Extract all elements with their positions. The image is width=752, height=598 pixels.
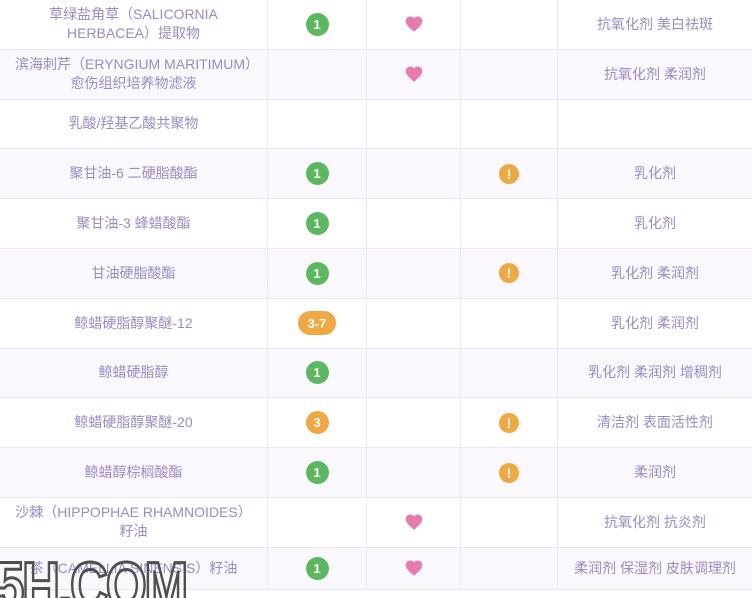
table-row: 鲸蜡硬脂醇 1 乳化剂 柔润剂 增稠剂 <box>0 348 752 399</box>
safety-rating-badge: 1 <box>305 212 329 236</box>
exclamation-warning-icon: ! <box>499 462 519 483</box>
risk-warning-cell <box>461 298 558 348</box>
safety-rating-badge: 1 <box>305 12 329 36</box>
favorite-cell <box>367 547 461 589</box>
ingredient-name[interactable]: 聚甘油-3 蜂蜡酸酯 <box>0 199 268 248</box>
risk-warning-cell: ! <box>461 448 558 497</box>
exclamation-warning-icon: ! <box>499 163 519 184</box>
risk-warning-cell <box>461 348 558 398</box>
risk-warning-cell <box>461 0 558 49</box>
ingredient-functions <box>558 100 752 149</box>
favorite-cell <box>367 99 461 149</box>
favorite-cell <box>367 0 461 49</box>
favorite-cell <box>367 199 461 248</box>
heart-icon <box>405 560 422 576</box>
safety-rating-cell: 1 <box>268 547 367 589</box>
ingredient-name[interactable]: 乳酸/羟基乙酸共聚物 <box>0 99 268 149</box>
risk-warning-cell <box>461 199 558 248</box>
favorite-cell <box>367 248 461 298</box>
ingredient-name[interactable]: 鲸蜡硬脂醇聚醚-12 <box>0 298 268 348</box>
safety-rating-cell: 1 <box>268 149 367 199</box>
safety-rating-badge: 1 <box>305 361 329 385</box>
risk-warning-cell <box>461 99 558 149</box>
table-row: 草绿盐角草（SALICORNIA HERBACEA）提取物 1 抗氧化剂 美白祛… <box>0 0 752 50</box>
ingredient-functions: 抗氧化剂 柔润剂 <box>604 65 706 82</box>
favorite-cell <box>367 149 461 199</box>
safety-rating-cell: 3 <box>268 398 367 448</box>
exclamation-warning-icon: ! <box>499 412 519 433</box>
risk-warning-cell <box>461 49 558 99</box>
safety-rating-badge: 1 <box>305 162 329 186</box>
ingredient-functions: 乳化剂 <box>634 165 676 182</box>
favorite-cell <box>367 49 461 99</box>
favorite-cell <box>367 497 461 547</box>
table-row: 茶（CAMELLIA SINENSIS）籽油 1 柔润剂 保湿剂 皮肤调理剂 <box>0 547 752 590</box>
risk-warning-cell: ! <box>461 149 558 199</box>
table-row: 滨海刺芹（ERYNGIUM MARITIMUM）愈伤组织培养物滤液 抗氧化剂 柔… <box>0 49 752 100</box>
safety-rating-cell: 3-7 <box>268 298 367 348</box>
ingredient-functions: 乳化剂 柔润剂 增稠剂 <box>588 364 722 381</box>
ingredient-name[interactable]: 茶（CAMELLIA SINENSIS）籽油 <box>0 547 268 589</box>
safety-rating-cell: 1 <box>268 248 367 298</box>
ingredient-name[interactable]: 鲸蜡硬脂醇聚醚-20 <box>0 398 268 448</box>
safety-rating-badge: 1 <box>305 461 329 485</box>
table-row: 沙棘（HIPPOPHAE RHAMNOIDES）籽油 抗氧化剂 抗炎剂 <box>0 497 752 548</box>
ingredient-functions: 柔润剂 <box>634 464 676 481</box>
table-row: 聚甘油-6 二硬脂酸酯 1 ! 乳化剂 <box>0 149 752 200</box>
favorite-cell <box>367 398 461 448</box>
table-row: 鲸蜡醇棕榈酸酯 1 ! 柔润剂 <box>0 448 752 498</box>
table-row: 鲸蜡硬脂醇聚醚-20 3 ! 清洁剂 表面活性剂 <box>0 398 752 449</box>
ingredient-functions: 抗氧化剂 抗炎剂 <box>604 513 706 530</box>
safety-rating-cell <box>268 497 367 547</box>
table-row: 鲸蜡硬脂醇聚醚-12 3-7 乳化剂 柔润剂 <box>0 298 752 349</box>
exclamation-warning-icon: ! <box>499 263 519 284</box>
ingredient-functions: 清洁剂 表面活性剂 <box>597 414 713 431</box>
favorite-cell <box>367 448 461 497</box>
safety-rating-badge: 1 <box>305 261 329 285</box>
heart-icon <box>405 16 422 33</box>
ingredient-functions: 柔润剂 保湿剂 皮肤调理剂 <box>574 559 736 576</box>
safety-rating-cell: 1 <box>268 448 367 497</box>
risk-warning-cell <box>461 497 558 547</box>
ingredient-name[interactable]: 草绿盐角草（SALICORNIA HERBACEA）提取物 <box>0 0 268 49</box>
ingredient-name[interactable]: 滨海刺芹（ERYNGIUM MARITIMUM）愈伤组织培养物滤液 <box>0 49 268 99</box>
ingredient-name[interactable]: 沙棘（HIPPOPHAE RHAMNOIDES）籽油 <box>0 497 268 547</box>
risk-warning-cell <box>461 547 558 589</box>
ingredient-name[interactable]: 鲸蜡硬脂醇 <box>0 348 268 398</box>
table-row: 聚甘油-3 蜂蜡酸酯 1 乳化剂 <box>0 199 752 249</box>
ingredient-functions: 乳化剂 <box>634 215 676 232</box>
safety-rating-cell: 1 <box>268 199 367 248</box>
table-row: 乳酸/羟基乙酸共聚物 <box>0 99 752 150</box>
ingredient-functions: 乳化剂 柔润剂 <box>611 314 699 331</box>
ingredient-name[interactable]: 甘油硬脂酸酯 <box>0 248 268 298</box>
ingredient-functions: 乳化剂 柔润剂 <box>611 264 699 281</box>
safety-rating-cell <box>268 49 367 99</box>
safety-rating-badge: 3 <box>305 411 329 435</box>
safety-rating-cell: 1 <box>268 0 367 49</box>
ingredient-functions: 抗氧化剂 美白祛斑 <box>597 15 713 32</box>
heart-icon <box>405 66 422 82</box>
favorite-cell <box>367 298 461 348</box>
ingredient-name[interactable]: 鲸蜡醇棕榈酸酯 <box>0 448 268 497</box>
safety-rating-badge: 3-7 <box>298 311 336 336</box>
safety-rating-badge: 1 <box>305 556 329 580</box>
favorite-cell <box>367 348 461 398</box>
table-row: 甘油硬脂酸酯 1 ! 乳化剂 柔润剂 <box>0 248 752 299</box>
risk-warning-cell: ! <box>461 248 558 298</box>
ingredient-name[interactable]: 聚甘油-6 二硬脂酸酯 <box>0 149 268 199</box>
safety-rating-cell <box>268 99 367 149</box>
heart-icon <box>405 514 422 531</box>
safety-rating-cell: 1 <box>268 348 367 398</box>
risk-warning-cell: ! <box>461 398 558 448</box>
